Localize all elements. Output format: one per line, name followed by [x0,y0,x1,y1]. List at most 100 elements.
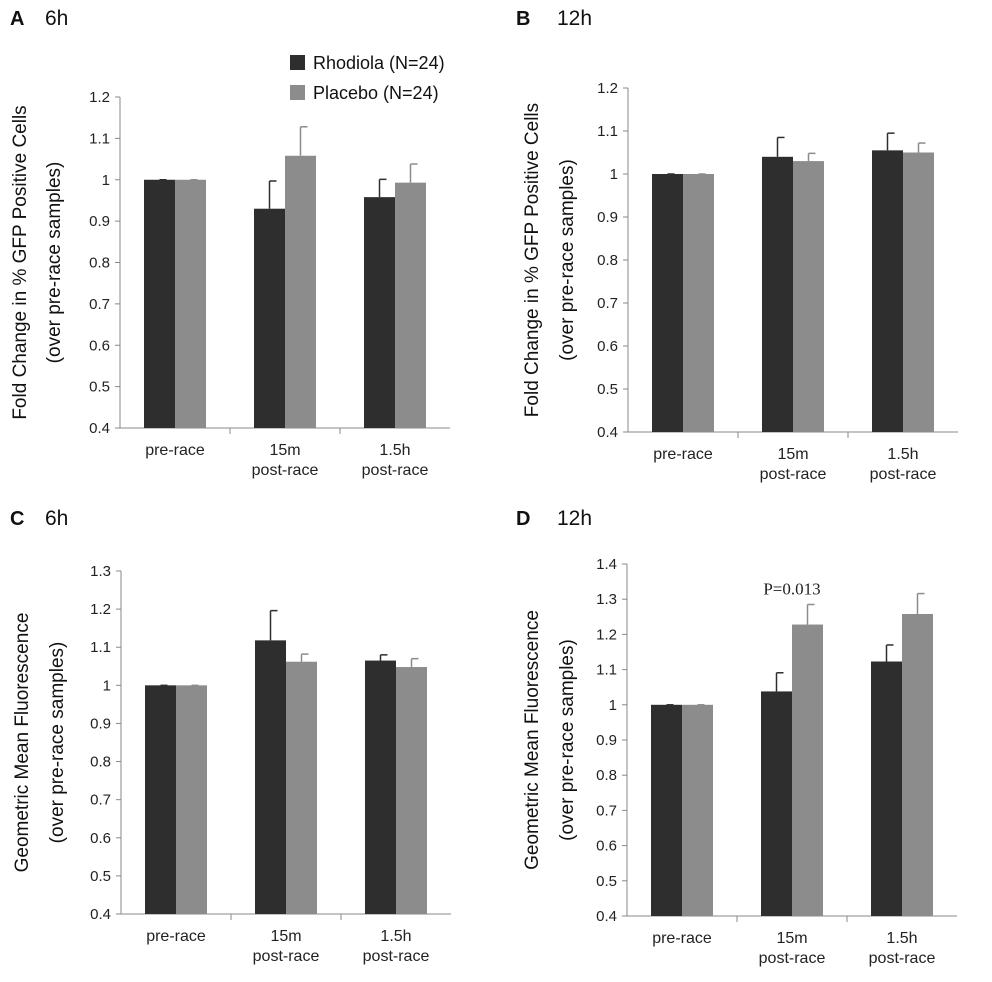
x-category-label: post-race [760,466,827,483]
y-tick-label: 1 [102,172,110,189]
x-category-label: post-race [759,950,826,967]
x-category-label: 15m [269,442,300,459]
bar-rhodiola [871,661,902,916]
bar-rhodiola [365,660,396,914]
y-tick-label: 0.7 [596,802,617,819]
bar-placebo [792,624,823,916]
bar-placebo [286,661,317,914]
panel-letter: C [10,508,24,530]
y-tick-label: 1.1 [596,662,617,679]
x-category-label: 15m [776,930,807,947]
y-tick-label: 0.8 [90,754,111,771]
y-axis-title-line: (over pre-race samples) [557,639,578,841]
y-tick-label: 0.8 [89,255,110,272]
panel-letter: B [516,8,530,30]
bar-rhodiola [872,150,903,432]
chart-panel-b: B 12h Fold Change in % GFP Positive Cells (… [516,7,958,483]
y-tick-label: 0.9 [90,715,111,732]
x-category-label: post-race [252,462,319,479]
y-tick-label: 0.8 [597,252,618,269]
legend-label: Placebo (N=24) [313,83,439,103]
y-axis-title-line: Fold Change in % GFP Positive Cells [522,103,543,417]
legend-swatch [290,55,305,70]
chart-panel-d: D 12h Geometric Mean Fluorescence (over pre… [516,507,957,967]
panel-title: 6h [45,7,68,30]
bar-rhodiola [254,208,285,428]
bar-rhodiola [762,156,793,433]
y-tick-label: 1.3 [90,563,111,580]
x-category-label: 15m [270,928,301,945]
y-tick-label: 1 [609,697,617,714]
bar-placebo [903,152,934,432]
y-tick-label: 0.7 [89,296,110,313]
y-axis-title-line: (over pre-race samples) [44,162,65,364]
y-tick-label: 0.9 [597,209,618,226]
y-tick-label: 0.9 [89,213,110,230]
y-tick-label: 1.3 [596,591,617,608]
y-tick-label: 0.8 [596,767,617,784]
y-tick-label: 1.2 [89,89,110,106]
x-category-label: post-race [870,466,937,483]
bar-placebo [175,179,206,428]
legend-label: Rhodiola (N=24) [313,53,445,73]
y-tick-label: 0.5 [596,873,617,890]
y-tick-label: 1.2 [90,601,111,618]
y-tick-label: 1 [610,166,618,183]
x-category-label: post-race [363,948,430,965]
bar-rhodiola [651,704,682,916]
x-category-label: pre-race [652,930,712,947]
bar-placebo [395,182,426,428]
legend: Rhodiola (N=24) Placebo (N=24) [290,53,445,103]
bar-rhodiola [652,174,683,432]
x-category-label: pre-race [653,446,713,463]
panel-title: 12h [557,507,592,530]
panel-letter: D [516,508,530,530]
y-tick-label: 0.9 [596,732,617,749]
bar-rhodiola [144,179,175,428]
y-tick-label: 1 [103,677,111,694]
bar-placebo [902,613,933,916]
bar-rhodiola [255,640,286,914]
x-category-label: post-race [869,950,936,967]
y-tick-label: 0.6 [596,838,617,855]
y-axis-title-line: Geometric Mean Fluorescence [522,610,543,870]
y-tick-label: 0.4 [90,906,111,923]
y-tick-label: 0.5 [90,868,111,885]
y-tick-label: 1.2 [596,626,617,643]
bar-placebo [682,704,713,916]
x-category-label: 1.5h [886,930,917,947]
bar-rhodiola [761,691,792,916]
panel-title: 12h [557,7,592,30]
y-tick-label: 0.7 [90,792,111,809]
x-category-label: 1.5h [380,928,411,945]
y-tick-label: 0.7 [597,295,618,312]
bar-placebo [396,667,427,914]
x-category-label: 1.5h [887,446,918,463]
bar-rhodiola [145,685,176,914]
y-tick-label: 0.5 [89,379,110,396]
bar-placebo [176,685,207,914]
x-category-label: pre-race [145,442,205,459]
bar-placebo [793,161,824,432]
x-category-label: 15m [777,446,808,463]
bar-placebo [285,155,316,428]
y-tick-label: 1.4 [596,556,617,573]
x-category-label: post-race [253,948,320,965]
chart-panel-a: A 6h Fold Change in % GFP Positive Cells (o… [10,7,450,479]
y-tick-label: 0.5 [597,381,618,398]
x-category-label: 1.5h [379,442,410,459]
y-axis-title-line: Fold Change in % GFP Positive Cells [10,105,31,419]
y-tick-label: 0.6 [90,830,111,847]
y-tick-label: 1.1 [597,123,618,140]
x-category-label: post-race [362,462,429,479]
bar-rhodiola [364,197,395,428]
y-axis-title-line: Geometric Mean Fluorescence [12,613,33,873]
y-tick-label: 0.4 [89,420,110,437]
y-tick-label: 1.2 [597,80,618,97]
panel-letter: A [10,8,24,30]
bar-placebo [683,174,714,432]
y-tick-label: 1.1 [90,639,111,656]
x-category-label: pre-race [146,928,206,945]
y-tick-label: 0.4 [596,908,617,925]
